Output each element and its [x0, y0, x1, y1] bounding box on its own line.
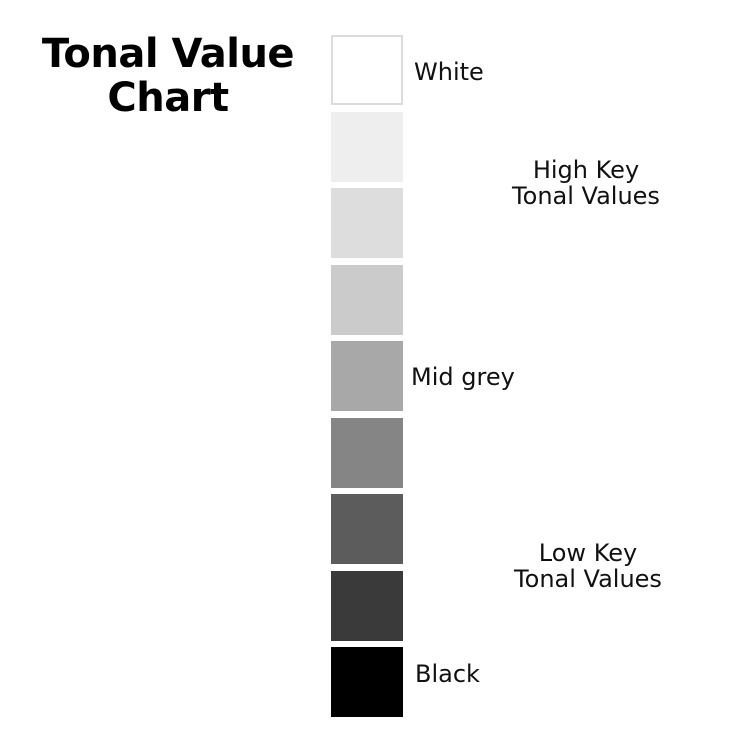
- swatch-9: [331, 647, 403, 717]
- swatch-6: [331, 418, 403, 488]
- label-low-key: Low Key Tonal Values: [502, 540, 674, 592]
- label-mid-grey: Mid grey: [411, 363, 515, 391]
- label-high-key-line-2: Tonal Values: [512, 182, 660, 210]
- label-black: Black: [415, 660, 480, 688]
- label-low-key-line-2: Tonal Values: [514, 565, 662, 593]
- label-white: White: [414, 58, 484, 86]
- label-low-key-line-1: Low Key: [538, 539, 638, 567]
- swatch-2: [331, 112, 403, 182]
- label-high-key: High Key Tonal Values: [500, 157, 672, 209]
- swatch-3: [331, 188, 403, 258]
- chart-title: Tonal Value Chart: [28, 32, 308, 120]
- label-high-key-line-1: High Key: [532, 156, 640, 184]
- swatch-1: [331, 35, 403, 105]
- chart-title-line-1: Tonal Value: [41, 31, 295, 77]
- swatch-4: [331, 265, 403, 335]
- swatch-5: [331, 341, 403, 411]
- swatch-7: [331, 494, 403, 564]
- chart-title-line-2: Chart: [107, 75, 229, 121]
- swatch-8: [331, 571, 403, 641]
